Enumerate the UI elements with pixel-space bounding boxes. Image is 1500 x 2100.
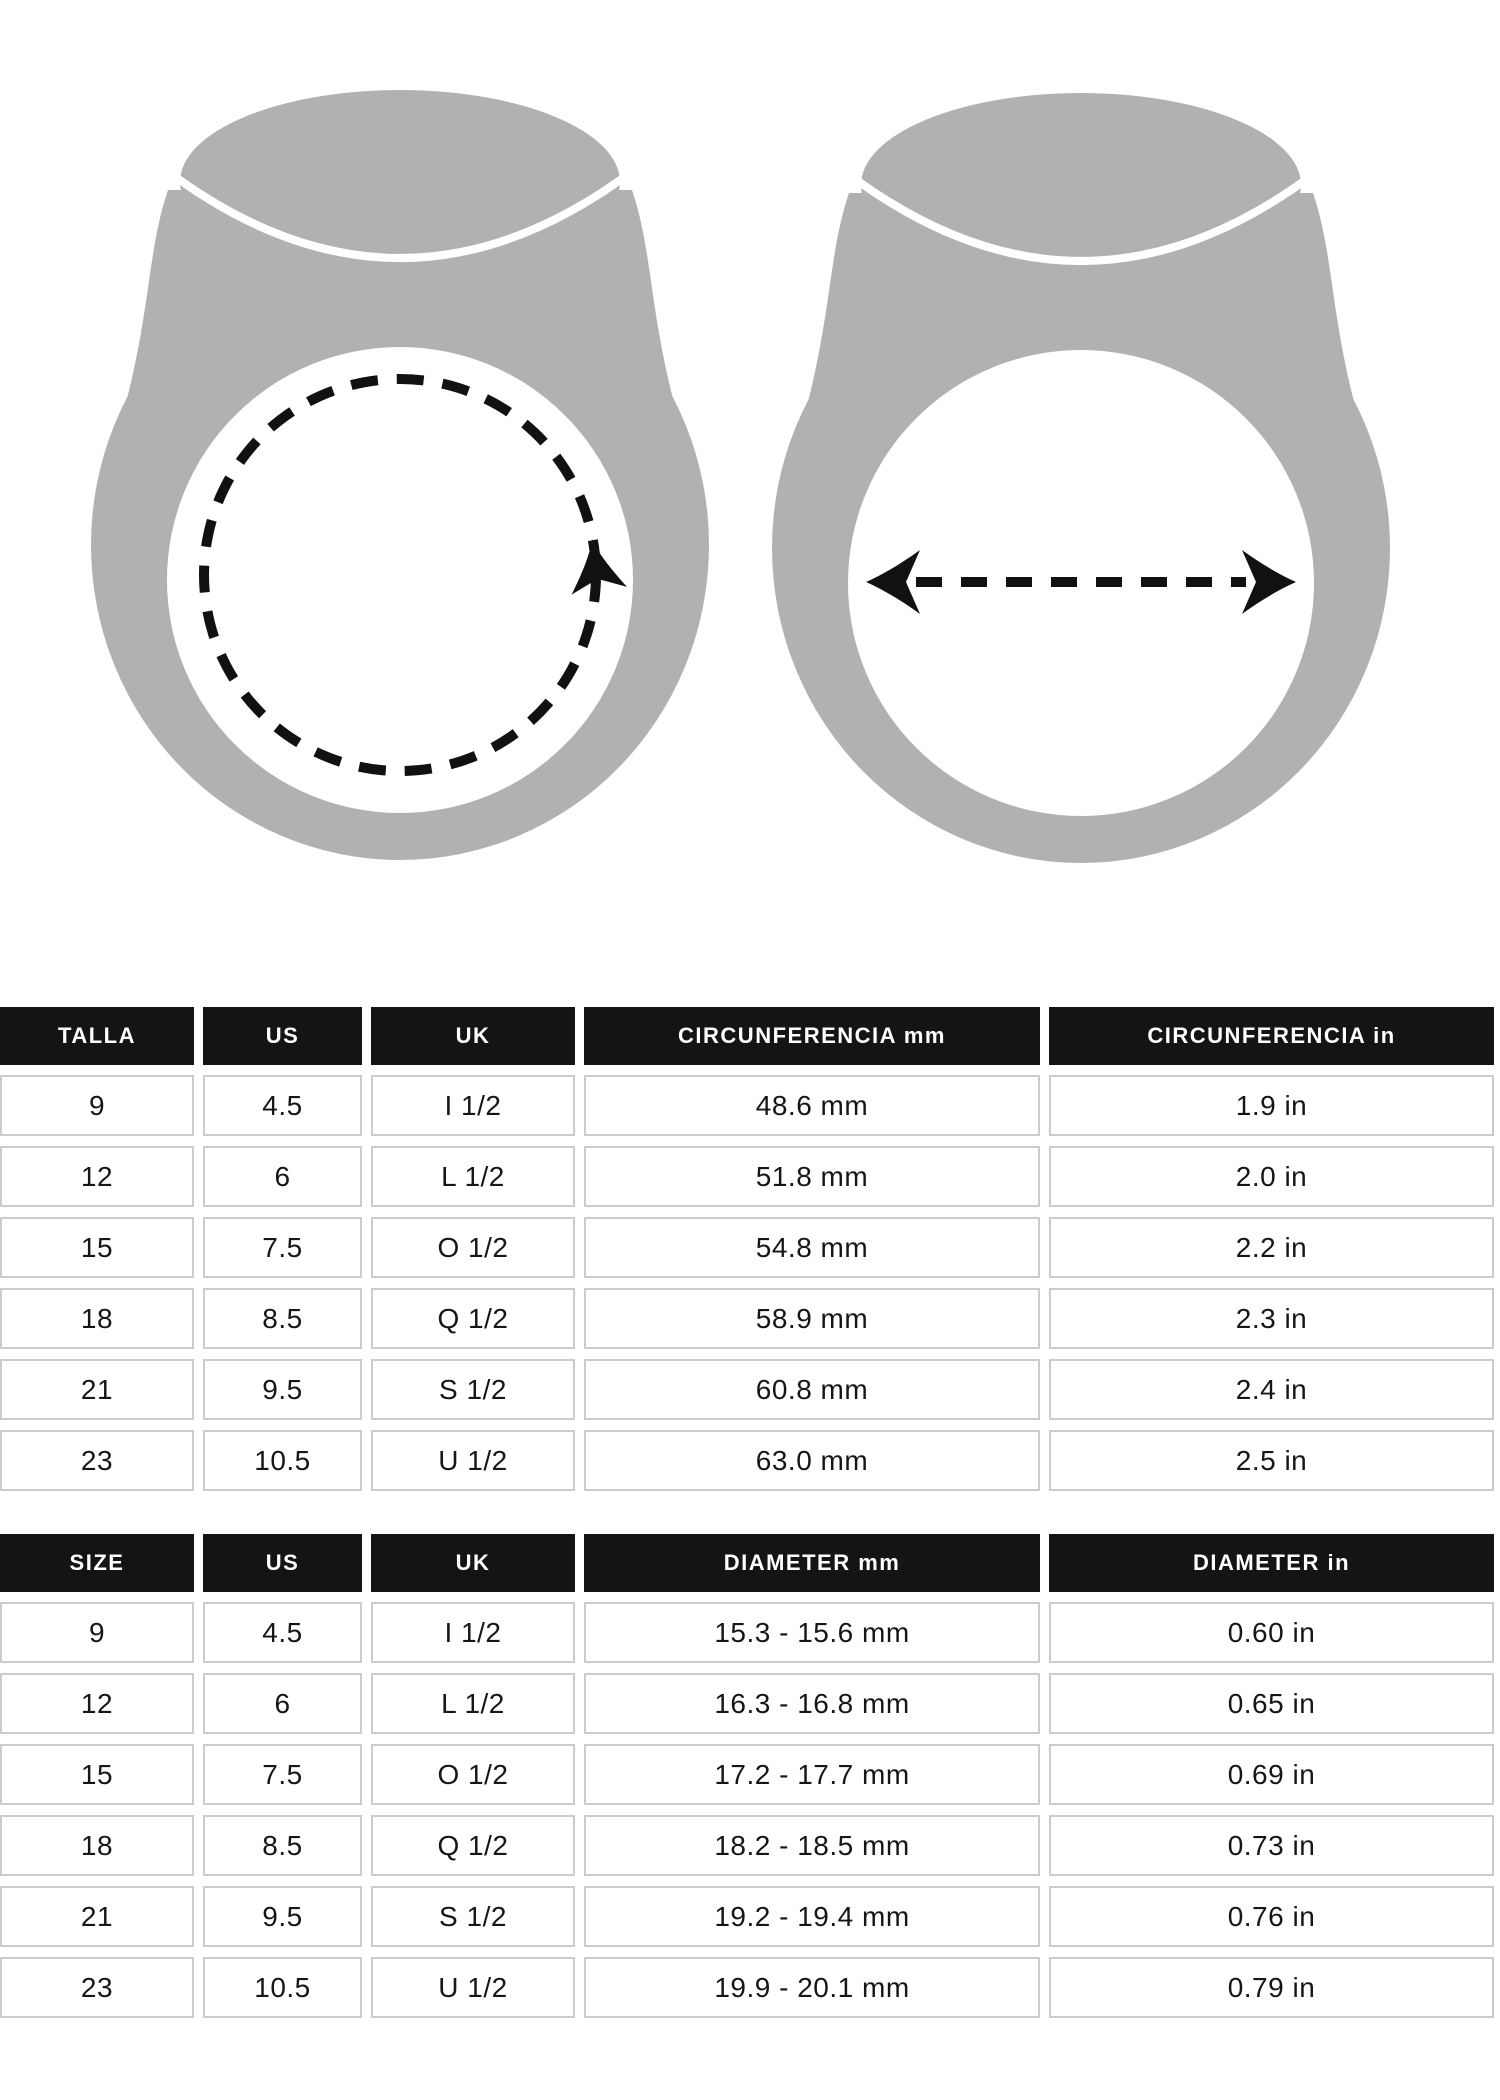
- table-cell-uk: L 1/2: [371, 1673, 575, 1734]
- table-cell-us: 9.5: [203, 1886, 362, 1947]
- table-cell-us: 6: [203, 1146, 362, 1207]
- table-cell-us: 7.5: [203, 1744, 362, 1805]
- table-cell-us: 10.5: [203, 1957, 362, 2018]
- table-cell-us: 8.5: [203, 1288, 362, 1349]
- table-cell-in: 0.60 in: [1049, 1602, 1494, 1663]
- table-cell-mm: 15.3 - 15.6 mm: [584, 1602, 1040, 1663]
- circumference-arrowhead-icon: [571, 539, 628, 595]
- table-cell-uk: U 1/2: [371, 1957, 575, 2018]
- table-cell-us: 7.5: [203, 1217, 362, 1278]
- ring-size-diagrams: [0, 0, 1500, 900]
- table-cell-size: 23: [0, 1430, 194, 1491]
- table-cell-mm: 18.2 - 18.5 mm: [584, 1815, 1040, 1876]
- table-cell-in: 2.4 in: [1049, 1359, 1494, 1420]
- table-cell-mm: 19.2 - 19.4 mm: [584, 1886, 1040, 1947]
- table-cell-uk: Q 1/2: [371, 1815, 575, 1876]
- table-cell-uk: U 1/2: [371, 1430, 575, 1491]
- circumference-table: TALLA US UK CIRCUNFERENCIA mm CIRCUNFERE…: [0, 1007, 1494, 1491]
- table-cell-mm: 58.9 mm: [584, 1288, 1040, 1349]
- table-cell-size: 9: [0, 1602, 194, 1663]
- column-header-us: US: [203, 1534, 362, 1592]
- table-cell-in: 2.5 in: [1049, 1430, 1494, 1491]
- table-cell-in: 2.0 in: [1049, 1146, 1494, 1207]
- table-cell-in: 2.2 in: [1049, 1217, 1494, 1278]
- table-cell-size: 9: [0, 1075, 194, 1136]
- column-header-uk: UK: [371, 1534, 575, 1592]
- table-cell-size: 18: [0, 1288, 194, 1349]
- ring-circumference-icon: [91, 90, 709, 860]
- table-cell-uk: O 1/2: [371, 1217, 575, 1278]
- table-cell-size: 21: [0, 1886, 194, 1947]
- column-header-us: US: [203, 1007, 362, 1065]
- table-cell-in: 2.3 in: [1049, 1288, 1494, 1349]
- table-cell-us: 10.5: [203, 1430, 362, 1491]
- table-cell-uk: L 1/2: [371, 1146, 575, 1207]
- column-header-uk: UK: [371, 1007, 575, 1065]
- table-cell-us: 4.5: [203, 1075, 362, 1136]
- table-cell-size: 15: [0, 1217, 194, 1278]
- table-cell-size: 12: [0, 1673, 194, 1734]
- table-cell-mm: 16.3 - 16.8 mm: [584, 1673, 1040, 1734]
- table-cell-us: 6: [203, 1673, 362, 1734]
- table-cell-mm: 54.8 mm: [584, 1217, 1040, 1278]
- table-cell-in: 0.73 in: [1049, 1815, 1494, 1876]
- table-cell-mm: 17.2 - 17.7 mm: [584, 1744, 1040, 1805]
- table-cell-size: 18: [0, 1815, 194, 1876]
- table-cell-size: 21: [0, 1359, 194, 1420]
- table-cell-uk: S 1/2: [371, 1359, 575, 1420]
- table-cell-mm: 48.6 mm: [584, 1075, 1040, 1136]
- table-cell-mm: 19.9 - 20.1 mm: [584, 1957, 1040, 2018]
- table-cell-mm: 63.0 mm: [584, 1430, 1040, 1491]
- column-header-talla: TALLA: [0, 1007, 194, 1065]
- table-cell-uk: I 1/2: [371, 1075, 575, 1136]
- diameter-arrowhead-right-icon: [1242, 550, 1296, 614]
- table-cell-size: 12: [0, 1146, 194, 1207]
- ring-diameter-icon: [772, 93, 1390, 863]
- table-cell-uk: I 1/2: [371, 1602, 575, 1663]
- table-cell-us: 4.5: [203, 1602, 362, 1663]
- column-header-circumference-in: CIRCUNFERENCIA in: [1049, 1007, 1494, 1065]
- column-header-diameter-in: DIAMETER in: [1049, 1534, 1494, 1592]
- table-cell-size: 15: [0, 1744, 194, 1805]
- table-cell-in: 0.65 in: [1049, 1673, 1494, 1734]
- ring-diagrams-svg: [0, 0, 1500, 900]
- table-cell-mm: 51.8 mm: [584, 1146, 1040, 1207]
- diameter-arrowhead-left-icon: [866, 550, 920, 614]
- table-cell-us: 9.5: [203, 1359, 362, 1420]
- table-cell-uk: O 1/2: [371, 1744, 575, 1805]
- table-cell-size: 23: [0, 1957, 194, 2018]
- column-header-size: SIZE: [0, 1534, 194, 1592]
- table-cell-in: 0.76 in: [1049, 1886, 1494, 1947]
- table-cell-in: 0.79 in: [1049, 1957, 1494, 2018]
- table-cell-uk: S 1/2: [371, 1886, 575, 1947]
- table-cell-in: 1.9 in: [1049, 1075, 1494, 1136]
- diameter-table: SIZE US UK DIAMETER mm DIAMETER in 9 4.5…: [0, 1534, 1494, 2018]
- column-header-diameter-mm: DIAMETER mm: [584, 1534, 1040, 1592]
- table-cell-uk: Q 1/2: [371, 1288, 575, 1349]
- column-header-circumference-mm: CIRCUNFERENCIA mm: [584, 1007, 1040, 1065]
- table-cell-us: 8.5: [203, 1815, 362, 1876]
- table-cell-in: 0.69 in: [1049, 1744, 1494, 1805]
- table-cell-mm: 60.8 mm: [584, 1359, 1040, 1420]
